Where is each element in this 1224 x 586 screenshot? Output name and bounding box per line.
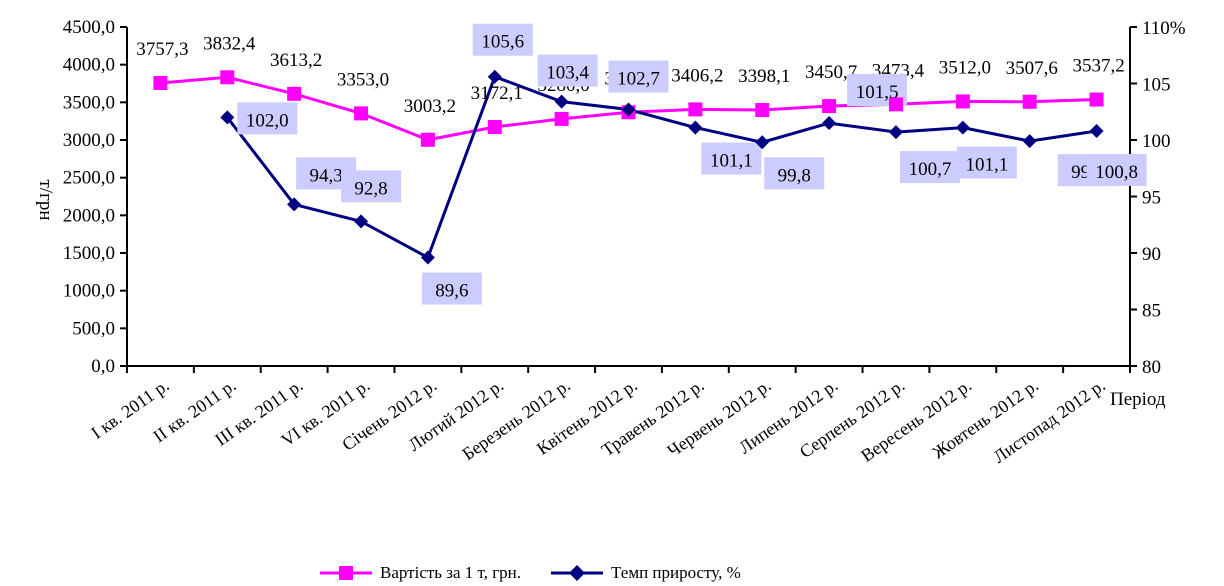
y-left-tick-label: 3500,0 <box>63 92 115 113</box>
marker-growth <box>1089 123 1104 138</box>
marker-growth <box>888 125 903 140</box>
y-left-tick-label: 1000,0 <box>63 281 115 302</box>
marker-growth <box>220 110 235 125</box>
marker-growth <box>354 214 369 229</box>
data-label-growth: 100,7 <box>909 159 952 180</box>
data-label-cost: 3512,0 <box>939 57 991 78</box>
data-label-cost: 3406,2 <box>671 65 723 86</box>
y-left-tick-label: 500,0 <box>72 318 115 339</box>
data-label-growth-box <box>701 142 762 175</box>
marker-growth <box>287 197 302 212</box>
marker-growth <box>822 116 837 131</box>
marker-cost <box>888 97 903 112</box>
series-line-growth <box>226 74 1097 260</box>
y-left-axis-title: т/грн <box>35 179 56 220</box>
data-label-growth: 105,6 <box>481 32 524 53</box>
marker-growth <box>621 102 636 117</box>
marker-cost <box>688 102 703 117</box>
data-label-cost: 3832,4 <box>203 33 256 54</box>
data-label-cost: 3172,1 <box>471 83 523 104</box>
data-label-growth-box <box>899 151 960 184</box>
marker-growth <box>1022 134 1037 149</box>
data-label-growth-box <box>421 272 482 305</box>
data-label-cost: 3613,2 <box>270 50 322 71</box>
marker-cost <box>1089 92 1104 107</box>
marker-cost <box>1022 94 1037 109</box>
data-label-growth-box <box>764 157 825 190</box>
data-label-growth-box <box>237 102 298 135</box>
marker-cost <box>755 103 770 118</box>
marker-growth <box>487 69 502 84</box>
marker-cost <box>955 94 970 109</box>
data-label-cost: 3398,1 <box>738 66 790 87</box>
data-label-growth: 99,8 <box>778 165 811 186</box>
data-label-growth: 89,6 <box>435 281 468 302</box>
y-right-tick-label: 85 <box>1142 301 1161 322</box>
marker-cost <box>487 120 502 135</box>
y-left-tick-label: 2000,0 <box>63 205 115 226</box>
legend-item-cost: Вартість за 1 т, грн. <box>318 563 521 583</box>
legend: Вартість за 1 т, грн. Темп приросту, % <box>318 562 769 584</box>
legend-label-growth: Темп приросту, % <box>611 563 741 582</box>
y-right-tick-label: 90 <box>1142 244 1161 265</box>
marker-cost <box>354 106 369 121</box>
legend-label-cost: Вартість за 1 т, грн. <box>380 563 522 582</box>
data-label-growth: 92,8 <box>354 178 387 199</box>
y-right-tick-label: 110% <box>1142 18 1186 39</box>
y-right-tick-label: 95 <box>1142 188 1161 209</box>
data-label-cost: 3003,2 <box>404 96 456 117</box>
marker-cost <box>153 75 168 90</box>
marker-cost <box>822 99 837 114</box>
data-label-cost: 3353,0 <box>337 69 389 90</box>
data-label-growth: 100,8 <box>1095 162 1138 183</box>
data-label-growth-box <box>537 54 598 87</box>
marker-growth <box>554 94 569 109</box>
data-label-growth: 101,1 <box>965 155 1008 176</box>
data-label-growth-box <box>956 146 1017 179</box>
y-right-tick-label: 80 <box>1142 357 1161 378</box>
data-label-growth: 94,3 <box>310 165 343 186</box>
data-label-cost: 3537,2 <box>1072 56 1124 77</box>
data-label-growth-box <box>341 170 402 203</box>
y-right-tick-label: 105 <box>1142 75 1171 96</box>
y-left-tick-label: 4000,0 <box>63 55 115 76</box>
legend-swatch-growth <box>551 565 604 581</box>
legend-swatch-cost <box>320 566 372 580</box>
y-left-tick-label: 3000,0 <box>63 130 115 151</box>
y-right-tick-label: 100 <box>1142 131 1171 152</box>
y-left-tick-label: 1500,0 <box>63 243 115 264</box>
marker-growth <box>955 120 970 135</box>
marker-cost <box>287 86 302 101</box>
data-label-growth: 101,5 <box>856 82 899 103</box>
data-label-growth-box <box>1086 153 1147 186</box>
marker-growth <box>755 135 770 150</box>
y-left-axis-title-text: т/грн <box>35 179 56 220</box>
marker-growth <box>688 120 703 135</box>
marker-growth <box>420 250 435 265</box>
marker-cost <box>420 132 435 147</box>
data-label-cost: 3757,3 <box>136 39 188 60</box>
data-label-growth-box <box>472 23 533 56</box>
x-axis-title: Період <box>1110 389 1166 410</box>
data-label-growth: 103,4 <box>546 63 589 84</box>
data-label-growth: 102,7 <box>617 68 660 89</box>
data-label-growth-box <box>608 60 669 93</box>
y-left-tick-label: 0,0 <box>91 356 115 377</box>
x-category-label: Вересень 2012 р. <box>857 375 975 466</box>
y-left-tick-label: 4500,0 <box>63 17 115 38</box>
data-label-cost: 3507,6 <box>1006 58 1058 79</box>
marker-cost <box>220 70 235 85</box>
data-label-growth: 101,1 <box>710 151 753 172</box>
data-label-cost: 3450,7 <box>805 62 857 83</box>
x-category-label: Листопад 2012 р. <box>989 375 1108 467</box>
marker-cost <box>554 111 569 126</box>
legend-item-growth: Темп приросту, % <box>549 563 741 583</box>
data-label-growth: 102,0 <box>246 110 289 131</box>
y-left-tick-label: 2500,0 <box>63 168 115 189</box>
